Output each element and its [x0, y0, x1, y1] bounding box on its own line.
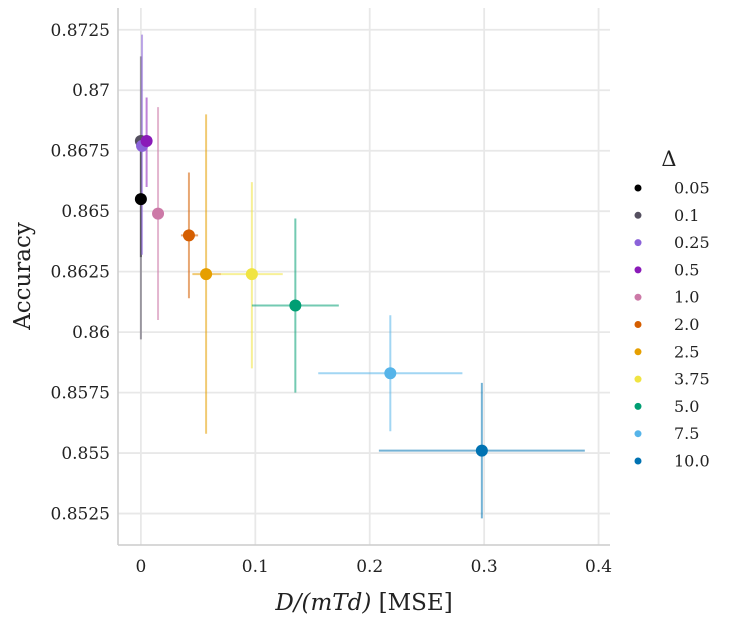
legend-label: 0.5 — [674, 260, 699, 279]
legend-label: 7.5 — [674, 424, 699, 443]
legend-marker — [634, 266, 642, 274]
data-point — [200, 268, 213, 281]
y-tick-label: 0.8525 — [51, 505, 110, 525]
data-point — [289, 299, 302, 312]
grid-lines — [118, 8, 610, 545]
legend-marker — [634, 184, 642, 192]
x-tick-label: 0 — [135, 557, 146, 577]
legend-label: 3.75 — [674, 370, 710, 389]
legend-label: 1.0 — [674, 288, 699, 307]
data-points — [134, 135, 488, 457]
legend-marker — [634, 348, 642, 356]
x-axis-label-unit: [MSE] — [371, 590, 452, 616]
y-tick-label: 0.8625 — [51, 263, 110, 283]
plot-frame — [117, 8, 610, 546]
y-tick-label: 0.8725 — [51, 21, 110, 41]
x-tick-label: 0.1 — [242, 557, 269, 577]
y-tick-label: 0.865 — [61, 202, 110, 222]
legend-marker — [634, 375, 642, 383]
data-point — [245, 268, 258, 281]
data-point — [384, 367, 397, 380]
x-axis-label: D/(mTd) [MSE] — [274, 590, 452, 616]
y-tick-label: 0.8575 — [51, 384, 110, 404]
y-tick-label: 0.86 — [72, 323, 110, 343]
legend-label: 2.5 — [674, 342, 699, 361]
data-point — [475, 444, 488, 457]
legend-marker — [634, 211, 642, 219]
legend-label: 0.25 — [674, 233, 710, 252]
legend-marker — [634, 293, 642, 301]
legend-label: 5.0 — [674, 397, 699, 416]
x-tick-label: 0.2 — [356, 557, 383, 577]
legend-title: Δ — [661, 147, 676, 171]
legend: Δ 0.05 0.1 0.25 0.5 1.0 2.0 2.5 3.75 5.0 7.5 10.0 — [634, 147, 710, 471]
legend-marker — [634, 402, 642, 410]
legend-marker — [634, 457, 642, 465]
x-tick-label: 0.4 — [585, 557, 612, 577]
x-axis-label-variable: D/(mTd) — [274, 590, 371, 616]
x-tick-labels: 0 0.1 0.2 0.3 0.4 — [135, 557, 612, 577]
data-point — [152, 207, 165, 220]
y-tick-label: 0.8675 — [51, 142, 110, 162]
legend-label: 0.05 — [674, 179, 710, 198]
y-tick-labels: 0.8525 0.855 0.8575 0.86 0.8625 0.865 0.8675 0.… — [51, 21, 110, 525]
y-tick-label: 0.855 — [61, 444, 110, 464]
data-point — [134, 193, 147, 206]
x-tick-label: 0.3 — [471, 557, 498, 577]
legend-label: 2.0 — [674, 315, 699, 334]
legend-label: 0.1 — [674, 206, 699, 225]
data-point — [182, 229, 195, 242]
y-tick-label: 0.87 — [72, 81, 110, 101]
data-point — [140, 135, 153, 148]
legend-marker — [634, 430, 642, 438]
legend-marker — [634, 239, 642, 247]
legend-marker — [634, 321, 642, 328]
y-axis-label: Accuracy — [10, 222, 36, 331]
legend-label: 10.0 — [674, 452, 710, 471]
